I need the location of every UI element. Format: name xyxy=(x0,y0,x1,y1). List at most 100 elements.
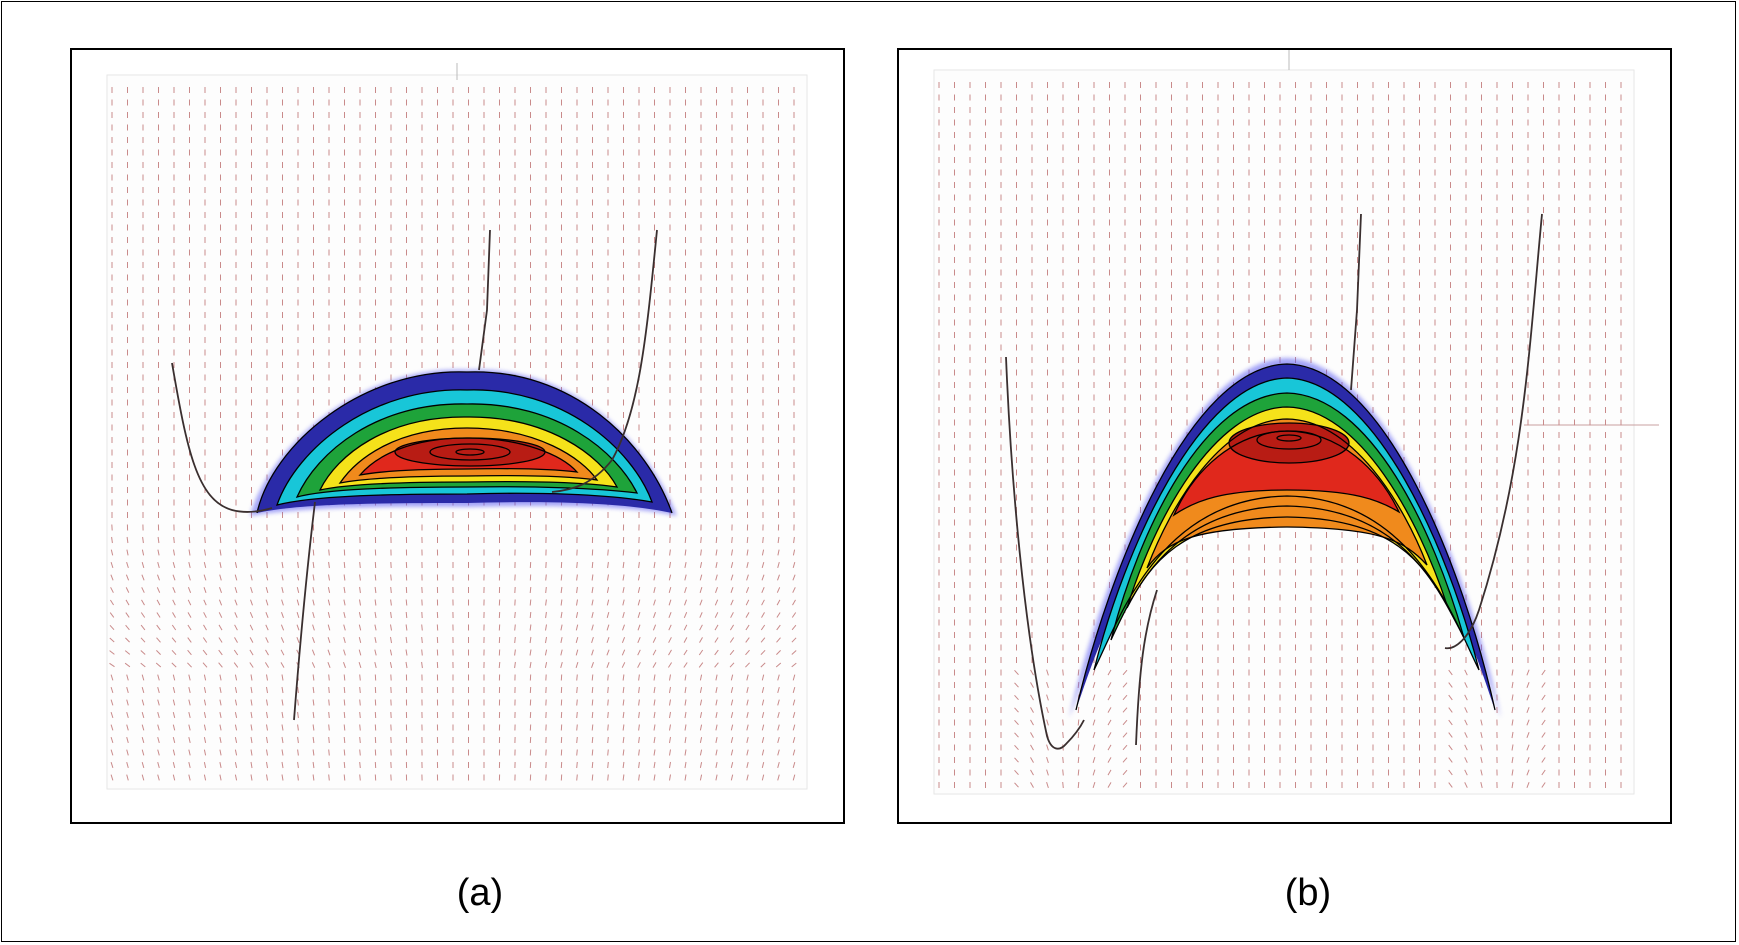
field-arrow xyxy=(637,586,641,594)
field-arrow xyxy=(1511,706,1514,714)
field-arrow xyxy=(1448,719,1453,726)
field-arrow xyxy=(746,774,749,781)
field-arrow xyxy=(729,649,735,656)
field-arrow xyxy=(297,749,299,756)
field-arrow xyxy=(1030,757,1034,763)
field-arrow xyxy=(591,624,594,631)
field-arrow xyxy=(125,599,130,606)
field-arrow xyxy=(761,561,765,569)
field-arrow xyxy=(576,686,578,694)
field-arrow xyxy=(250,561,253,569)
field-arrow xyxy=(591,662,594,668)
curve-upper xyxy=(478,229,491,371)
field-arrow xyxy=(171,637,177,643)
field-arrow xyxy=(172,674,176,681)
field-arrow xyxy=(591,724,594,731)
field-arrow xyxy=(297,711,299,719)
field-arrow xyxy=(157,686,160,694)
field-arrow xyxy=(730,699,734,706)
field-arrow xyxy=(714,649,719,656)
field-arrow xyxy=(156,650,161,655)
field-arrow xyxy=(715,724,718,731)
field-arrow xyxy=(576,599,578,606)
field-arrow xyxy=(328,736,330,744)
panel-a-plot xyxy=(106,63,808,790)
field-arrow xyxy=(234,774,238,781)
field-arrow xyxy=(760,637,766,643)
field-arrow xyxy=(1046,681,1049,689)
field-arrow xyxy=(343,699,346,706)
field-arrow xyxy=(1511,744,1514,751)
field-arrow xyxy=(792,549,796,556)
field-arrow xyxy=(777,686,780,694)
field-arrow xyxy=(761,612,765,618)
field-arrow xyxy=(265,574,269,581)
field-arrow xyxy=(1122,719,1128,726)
field-arrow xyxy=(745,649,750,656)
field-arrow xyxy=(327,599,331,606)
field-arrow xyxy=(1511,781,1514,789)
field-arrow xyxy=(140,662,146,668)
field-arrow xyxy=(265,637,269,643)
field-arrow xyxy=(234,599,238,606)
field-arrow xyxy=(777,674,780,681)
field-arrow xyxy=(343,636,346,644)
field-arrow xyxy=(219,587,222,593)
field-arrow xyxy=(359,674,361,681)
field-arrow xyxy=(761,674,765,681)
field-arrow xyxy=(761,736,765,744)
field-arrow xyxy=(1448,782,1453,788)
field-arrow xyxy=(576,561,578,569)
field-arrow xyxy=(266,774,268,781)
field-arrow xyxy=(1014,682,1019,688)
field-arrow xyxy=(545,624,547,631)
field-arrow xyxy=(171,649,177,656)
field-arrow xyxy=(234,724,238,731)
field-arrow xyxy=(157,761,160,769)
field-arrow xyxy=(141,749,145,756)
field-arrow xyxy=(715,774,718,781)
field-arrow xyxy=(141,561,145,569)
field-arrow xyxy=(684,774,687,781)
field-arrow xyxy=(359,586,361,594)
field-arrow xyxy=(140,637,146,643)
field-arrow xyxy=(157,574,160,581)
field-arrow xyxy=(791,637,797,643)
field-arrow xyxy=(1030,744,1034,751)
field-arrow xyxy=(110,711,114,719)
field-arrow xyxy=(110,736,114,744)
field-arrow xyxy=(312,736,315,744)
field-arrow xyxy=(312,761,315,769)
field-arrow xyxy=(250,699,253,706)
field-arrow xyxy=(653,599,656,606)
field-arrow xyxy=(777,736,780,744)
field-arrow xyxy=(653,724,656,731)
field-arrow xyxy=(124,662,131,668)
field-arrow xyxy=(126,686,129,694)
field-arrow xyxy=(591,699,594,706)
field-arrow xyxy=(327,649,331,656)
field-arrow xyxy=(1122,669,1128,676)
field-arrow xyxy=(203,574,207,581)
field-arrow xyxy=(591,774,594,781)
field-arrow xyxy=(126,761,129,769)
field-arrow xyxy=(1480,681,1483,689)
field-arrow xyxy=(576,736,578,744)
field-arrow xyxy=(544,649,548,656)
field-arrow xyxy=(1046,769,1049,776)
field-arrow xyxy=(761,549,765,556)
field-arrow xyxy=(296,599,300,606)
field-arrow xyxy=(265,649,269,656)
field-arrow xyxy=(219,574,222,581)
field-arrow xyxy=(714,637,719,643)
field-arrow xyxy=(745,662,750,668)
field-arrow xyxy=(359,736,361,744)
field-arrow xyxy=(698,662,704,668)
field-arrow xyxy=(156,587,161,593)
field-arrow xyxy=(358,611,362,619)
field-arrow xyxy=(328,761,330,769)
field-arrow xyxy=(265,624,269,631)
field-arrow xyxy=(374,661,377,669)
field-arrow xyxy=(203,724,207,731)
field-arrow xyxy=(1526,669,1530,676)
